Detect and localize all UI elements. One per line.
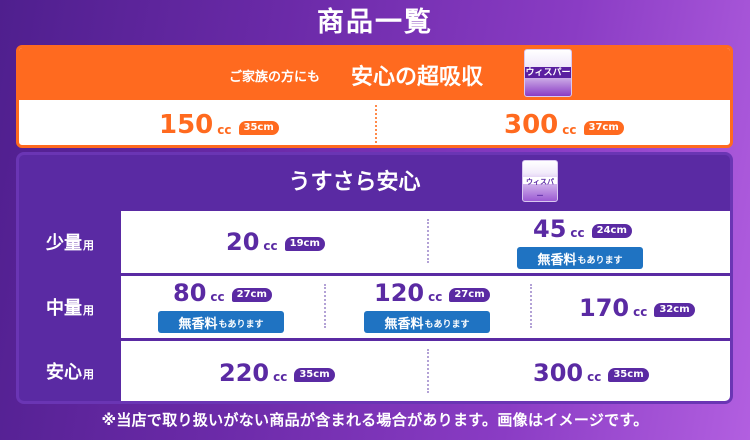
unscented-badge: 無香料 もあります (364, 311, 490, 333)
product-item[interactable]: 170 cc 32cm (579, 296, 695, 320)
row-label-suffix: 用 (83, 238, 94, 252)
unscented-label: 無香料 (178, 316, 218, 332)
row-label-light: 少量用 (19, 211, 121, 273)
absorb-amount: 300 (504, 110, 559, 140)
super-absorb-header: ご家族の方にも 安心の超吸収 (19, 48, 730, 100)
column-divider (427, 219, 429, 263)
package-image: ウィスパー (524, 49, 572, 97)
absorb-amount: 80 (173, 279, 207, 307)
absorb-amount: 170 (579, 294, 630, 322)
length-badge: 27cm (449, 288, 490, 302)
absorb-amount: 150 (159, 110, 214, 140)
row-label-heavy: 安心用 (19, 341, 121, 401)
absorb-amount: 300 (533, 359, 584, 387)
product-item[interactable]: 300 cc 35cm (533, 361, 649, 385)
length-badge: 24cm (591, 224, 632, 238)
usu-sara-panel: うすさら安心 少量用 20 cc 19cm 45 cc 24cm 無香料 もありま… (16, 152, 733, 404)
absorb-unit: cc (217, 123, 232, 137)
package-image: ウィスパー (522, 160, 558, 202)
row-label-suffix: 用 (83, 367, 94, 381)
unscented-badge: 無香料 もあります (158, 311, 284, 333)
page-title: 商品一覧 (317, 7, 433, 38)
unscented-badge: 無香料 もあります (517, 247, 643, 269)
product-item[interactable]: 20 cc 19cm (226, 230, 325, 254)
unscented-note: もあります (218, 319, 264, 330)
unscented-note: もあります (577, 255, 623, 266)
product-item[interactable]: 45 cc 24cm (533, 217, 632, 241)
super-absorb-subheading: ご家族の方にも (229, 70, 321, 85)
product-item[interactable]: 150 cc 35cm (159, 112, 279, 138)
column-divider (324, 284, 326, 328)
product-item[interactable]: 220 cc 35cm (219, 361, 335, 385)
super-absorb-heading: 安心の超吸収 (351, 65, 484, 90)
product-item[interactable]: 300 cc 37cm (504, 112, 624, 138)
row-label-text: 少量 (46, 233, 82, 254)
length-badge: 35cm (238, 121, 279, 135)
absorb-unit: cc (210, 290, 225, 304)
row-label-text: 中量 (46, 298, 82, 319)
length-badge: 27cm (231, 288, 272, 302)
absorb-amount: 20 (226, 228, 260, 256)
length-badge: 32cm (654, 303, 695, 317)
row-divider (121, 273, 730, 276)
column-divider (530, 284, 532, 328)
super-absorb-panel: ご家族の方にも 安心の超吸収 150 cc 35cm 300 cc 37cm (16, 45, 733, 148)
absorb-amount: 220 (219, 359, 270, 387)
product-item[interactable]: 80 cc 27cm (173, 281, 272, 305)
column-divider (375, 105, 377, 143)
row-label-medium: 中量用 (19, 276, 121, 338)
absorb-amount: 45 (533, 215, 567, 243)
length-badge: 19cm (284, 237, 325, 251)
row-heavy: 220 cc 35cm 300 cc 35cm (121, 341, 730, 401)
unscented-note: もあります (424, 319, 470, 330)
footnote: ※当店で取り扱いがない商品が含まれる場合があります。画像はイメージです。 (101, 411, 649, 429)
row-divider (121, 338, 730, 341)
package-band (525, 67, 571, 78)
absorb-unit: cc (428, 290, 443, 304)
row-label-text: 安心 (46, 362, 82, 383)
absorb-amount: 120 (374, 279, 425, 307)
absorb-unit: cc (587, 370, 602, 384)
row-light: 20 cc 19cm 45 cc 24cm 無香料 もあります (121, 211, 730, 273)
absorb-unit: cc (562, 123, 577, 137)
usu-sara-heading: うすさら安心 (288, 170, 421, 195)
package-label: ウィスパー (526, 177, 554, 200)
unscented-label: 無香料 (384, 316, 424, 332)
column-divider (427, 349, 429, 393)
product-item[interactable]: 120 cc 27cm (374, 281, 490, 305)
length-badge: 35cm (294, 368, 335, 382)
row-medium: 80 cc 27cm 無香料 もあります 120 cc 27cm 無香料 もあります… (121, 276, 730, 338)
package-label: ウィスパー (525, 67, 571, 78)
length-badge: 35cm (608, 368, 649, 382)
absorb-unit: cc (633, 305, 648, 319)
absorb-unit: cc (570, 226, 585, 240)
package-band (523, 177, 557, 185)
absorb-unit: cc (273, 370, 288, 384)
row-label-suffix: 用 (83, 303, 94, 317)
length-badge: 37cm (583, 121, 624, 135)
unscented-label: 無香料 (537, 252, 577, 268)
super-absorb-items: 150 cc 35cm 300 cc 37cm (19, 100, 730, 145)
absorb-unit: cc (263, 239, 278, 253)
